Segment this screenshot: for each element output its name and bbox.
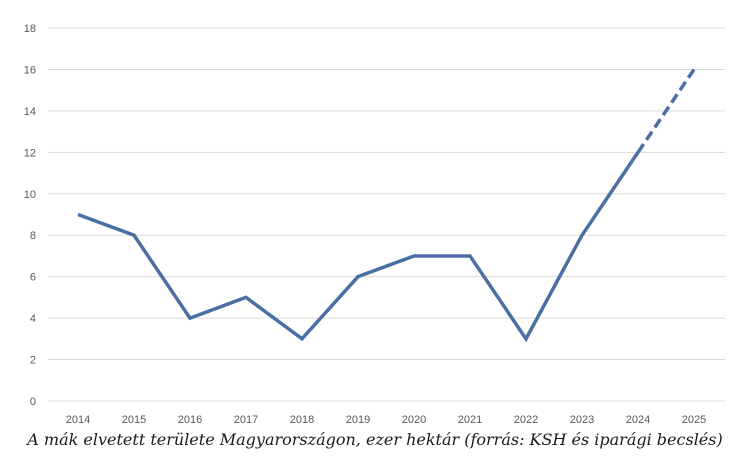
series-line-solid	[77, 151, 640, 343]
x-tick-label: 2020	[402, 414, 426, 426]
series-line-dashed	[636, 68, 696, 154]
y-tick-label: 16	[24, 64, 36, 76]
x-tick-label: 2019	[346, 414, 370, 426]
x-tick-label: 2014	[66, 414, 90, 426]
y-tick-label: 0	[30, 396, 36, 408]
y-tick-label: 4	[30, 313, 36, 325]
chart-caption: A mák elvetett területe Magyarországon, …	[27, 430, 723, 449]
series-lines	[77, 68, 696, 343]
gridlines	[48, 27, 725, 402]
y-tick-label: 2	[30, 355, 36, 367]
x-tick-label: 2025	[682, 414, 706, 426]
y-tick-label: 14	[24, 106, 36, 118]
x-tick-label: 2024	[626, 414, 650, 426]
x-tick-label: 2023	[570, 414, 594, 426]
x-tick-label: 2016	[178, 414, 202, 426]
y-tick-label: 6	[30, 272, 36, 284]
y-axis-ticks: 0 2 4 6 8 10 12 14 16 18	[24, 23, 36, 408]
x-tick-label: 2018	[290, 414, 314, 426]
x-tick-label: 2015	[122, 414, 146, 426]
y-tick-label: 12	[24, 147, 36, 159]
y-tick-label: 8	[30, 230, 36, 242]
x-tick-label: 2017	[234, 414, 258, 426]
x-tick-label: 2021	[458, 414, 482, 426]
y-tick-label: 10	[24, 189, 36, 201]
x-axis-ticks: 2014 2015 2016 2017 2018 2019 2020 2021 2022 2023…	[66, 414, 706, 426]
x-tick-label: 2022	[514, 414, 538, 426]
y-tick-label: 18	[24, 23, 36, 35]
line-chart: 0 2 4 6 8 10 12 14 16 18 2014 2015 2016 2017 2018 2019…	[24, 23, 725, 426]
